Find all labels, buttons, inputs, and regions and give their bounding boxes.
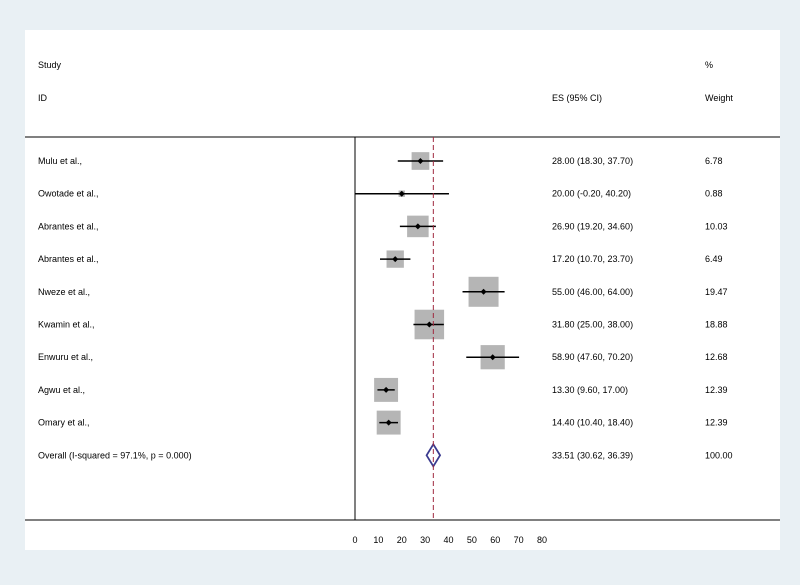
es-ci-text: 31.80 (25.00, 38.00) [552, 320, 633, 330]
header-weight: Weight [705, 93, 733, 103]
es-ci-text: 28.00 (18.30, 37.70) [552, 156, 633, 166]
study-row: Enwuru et al., 58.90 (47.60, 70.20) 12.68 [38, 345, 728, 370]
header-percent: % [705, 60, 713, 70]
x-tick-label: 50 [467, 535, 477, 545]
study-label: Mulu et al., [38, 156, 82, 166]
x-tick-label: 10 [373, 535, 383, 545]
weight-text: 12.68 [705, 352, 728, 362]
study-label: Kwamin et al., [38, 320, 95, 330]
weight-text: 18.88 [705, 320, 728, 330]
x-tick-label: 0 [352, 535, 357, 545]
weight-text: 6.78 [705, 156, 723, 166]
header-es: ES (95% CI) [552, 93, 602, 103]
study-row: Abrantes et al., 17.20 (10.70, 23.70) 6.49 [38, 250, 723, 268]
study-row: Omary et al., 14.40 (10.40, 18.40) 12.39 [38, 410, 728, 435]
study-label: Abrantes et al., [38, 221, 99, 231]
overall-row: Overall (I-squared = 97.1%, p = 0.000) 33… [38, 442, 733, 469]
x-tick-label: 40 [443, 535, 453, 545]
es-ci-text: 20.00 (-0.20, 40.20) [552, 189, 631, 199]
study-row: Agwu et al., 13.30 (9.60, 17.00) 12.39 [38, 377, 728, 402]
es-ci-text: 55.00 (46.00, 64.00) [552, 287, 633, 297]
weight-text: 6.49 [705, 254, 723, 264]
study-row: Mulu et al., 28.00 (18.30, 37.70) 6.78 [38, 152, 723, 170]
study-row: Nweze et al., 55.00 (46.00, 64.00) 19.47 [38, 276, 728, 307]
point-estimate [480, 288, 487, 295]
es-ci-text: 58.90 (47.60, 70.20) [552, 352, 633, 362]
weight-text: 12.39 [705, 418, 728, 428]
x-axis-ticks: 0 10 20 30 40 50 60 70 80 [352, 535, 547, 545]
weight-text: 19.47 [705, 287, 728, 297]
es-ci-text: 14.40 (10.40, 18.40) [552, 418, 633, 428]
study-label: Enwuru et al., [38, 352, 93, 362]
weight-text: 12.39 [705, 385, 728, 395]
x-tick-label: 80 [537, 535, 547, 545]
weight-text: 10.03 [705, 221, 728, 231]
header-study: Study [38, 60, 62, 70]
x-tick-label: 60 [490, 535, 500, 545]
point-estimate [385, 419, 392, 426]
study-label: Owotade et al., [38, 189, 99, 199]
es-ci-text: 17.20 (10.70, 23.70) [552, 254, 633, 264]
overall-label: Overall (I-squared = 97.1%, p = 0.000) [38, 450, 192, 460]
point-estimate [383, 386, 390, 393]
point-estimate [392, 256, 399, 263]
study-label: Nweze et al., [38, 287, 90, 297]
study-row: Kwamin et al., 31.80 (25.00, 38.00) 18.88 [38, 309, 728, 340]
point-estimate [417, 158, 424, 164]
point-estimate [489, 354, 496, 361]
x-tick-label: 20 [397, 535, 407, 545]
study-rows: Mulu et al., 28.00 (18.30, 37.70) 6.78 Owot… [38, 137, 733, 520]
overall-diamond [425, 442, 442, 469]
plot-panel [25, 30, 780, 550]
study-label: Agwu et al., [38, 385, 85, 395]
overall-es-text: 33.51 (30.62, 36.39) [552, 450, 633, 460]
weight-text: 0.88 [705, 189, 723, 199]
point-estimate [414, 223, 421, 230]
point-estimate [426, 321, 433, 328]
x-tick-label: 30 [420, 535, 430, 545]
es-ci-text: 13.30 (9.60, 17.00) [552, 385, 628, 395]
point-estimate [398, 190, 405, 197]
overall-weight-text: 100.00 [705, 450, 733, 460]
study-label: Abrantes et al., [38, 254, 99, 264]
x-tick-label: 70 [514, 535, 524, 545]
study-row: Abrantes et al., 26.90 (19.20, 34.60) 10.0… [38, 215, 728, 238]
es-ci-text: 26.90 (19.20, 34.60) [552, 221, 633, 231]
study-label: Omary et al., [38, 418, 90, 428]
header-id: ID [38, 93, 48, 103]
